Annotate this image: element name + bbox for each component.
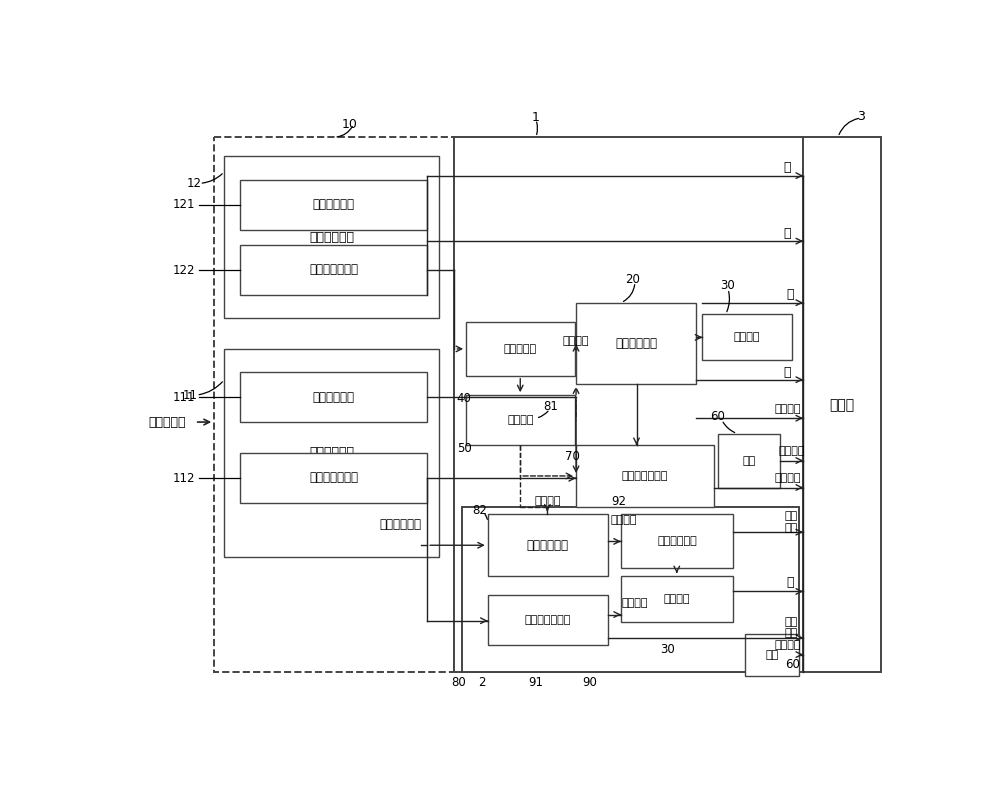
Text: 112: 112 [173, 472, 196, 485]
Bar [240, 245, 427, 295]
Text: 高温
热能: 高温 热能 [785, 617, 798, 638]
Text: 80: 80 [451, 675, 466, 689]
Text: 电: 电 [786, 288, 794, 302]
Text: 2: 2 [478, 675, 485, 689]
Bar [576, 303, 696, 384]
Text: 10: 10 [342, 118, 358, 130]
Bar [718, 434, 780, 487]
Text: 高温余能: 高温余能 [611, 515, 637, 525]
Bar [466, 395, 574, 445]
Text: 电: 电 [784, 161, 791, 175]
Text: 1: 1 [532, 111, 540, 124]
Text: 低温热能: 低温热能 [774, 404, 801, 414]
Bar [745, 634, 799, 676]
Bar [803, 137, 881, 672]
Bar [224, 156, 439, 318]
Bar [621, 576, 733, 623]
Text: 82: 82 [472, 504, 487, 517]
Text: 热能转化模块: 热能转化模块 [309, 446, 354, 459]
Text: 50: 50 [457, 442, 471, 456]
Text: 太阳能集热单元: 太阳能集热单元 [309, 472, 358, 484]
Bar [488, 596, 608, 645]
Text: 燃料电池装置: 燃料电池装置 [615, 337, 657, 350]
Bar [488, 514, 608, 576]
Text: 121: 121 [173, 198, 196, 212]
Text: 中温热能: 中温热能 [778, 446, 805, 457]
Text: 储热: 储热 [742, 456, 756, 465]
Bar [466, 322, 574, 376]
Text: 太阳能发电单元: 太阳能发电单元 [309, 264, 358, 276]
Text: 91: 91 [528, 675, 543, 689]
Text: 81: 81 [544, 401, 558, 413]
Bar [621, 514, 733, 568]
Text: 90: 90 [583, 675, 597, 689]
Bar [240, 453, 427, 503]
Bar [702, 314, 792, 360]
Text: 高温
热能: 高温 热能 [785, 511, 798, 533]
Text: 70: 70 [565, 450, 580, 463]
Text: 中温热能: 中温热能 [774, 641, 801, 650]
Text: 111: 111 [173, 391, 196, 404]
Text: 30: 30 [660, 643, 675, 656]
Bar [224, 349, 439, 557]
Text: 30: 30 [720, 279, 735, 292]
Text: 122: 122 [173, 264, 196, 276]
Text: 中温热能: 中温热能 [774, 473, 801, 483]
Text: 储热: 储热 [766, 650, 779, 660]
Text: 用户俧: 用户俧 [829, 397, 854, 412]
Text: 11: 11 [183, 389, 198, 401]
Text: 富氢燃气: 富氢燃气 [534, 495, 561, 506]
Text: 12: 12 [187, 177, 202, 190]
Bar [454, 137, 803, 672]
Text: 风、太阳能: 风、太阳能 [148, 416, 186, 428]
Text: 风力发电单元: 风力发电单元 [312, 198, 354, 211]
Text: 风能制热单元: 风能制热单元 [312, 390, 354, 404]
Text: 富氢燃气: 富氢燃气 [562, 337, 589, 346]
Text: 高温热能: 高温热能 [621, 598, 648, 608]
Text: 外部可燃气体: 外部可燃气体 [379, 518, 421, 531]
Text: 40: 40 [457, 393, 472, 405]
Text: 电: 电 [784, 227, 791, 240]
Text: 储电装置: 储电装置 [664, 594, 690, 604]
Bar [576, 445, 714, 506]
Text: 升温式热泵单元: 升温式热泵单元 [525, 615, 571, 626]
Text: 热化学储能装置: 热化学储能装置 [622, 471, 668, 481]
Text: 3: 3 [857, 110, 865, 123]
Text: 电: 电 [784, 366, 791, 378]
Text: 电能转化模块: 电能转化模块 [309, 231, 354, 244]
Text: 储气装置: 储气装置 [507, 415, 534, 425]
Text: 燕盐蓄热单元: 燕盐蓄热单元 [657, 536, 697, 547]
Bar [462, 506, 799, 672]
Text: 20: 20 [625, 273, 640, 286]
Text: 60: 60 [786, 658, 800, 671]
Text: 燃气发电装置: 燃气发电装置 [527, 539, 569, 551]
Text: 储电装置: 储电装置 [734, 333, 760, 342]
Bar [240, 179, 427, 230]
Bar [240, 372, 427, 422]
Text: 60: 60 [710, 410, 725, 423]
Text: 92: 92 [612, 495, 627, 508]
Text: 电制氢装置: 电制氢装置 [504, 344, 537, 354]
Text: 电: 电 [786, 576, 794, 589]
Bar [214, 137, 454, 672]
